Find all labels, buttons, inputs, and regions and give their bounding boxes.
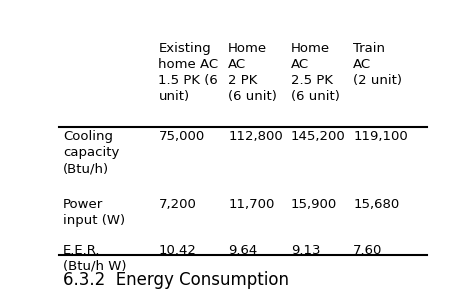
Text: 112,800: 112,800 — [228, 130, 283, 143]
Text: Home
AC
2 PK
(6 unit): Home AC 2 PK (6 unit) — [228, 42, 277, 103]
Text: Train
AC
(2 unit): Train AC (2 unit) — [353, 42, 402, 87]
Text: 15,680: 15,680 — [353, 198, 400, 211]
Text: 75,000: 75,000 — [158, 130, 205, 143]
Text: 10.42: 10.42 — [158, 243, 196, 257]
Text: 9.13: 9.13 — [291, 243, 320, 257]
Text: 9.64: 9.64 — [228, 243, 257, 257]
Text: 145,200: 145,200 — [291, 130, 346, 143]
Text: 119,100: 119,100 — [353, 130, 408, 143]
Text: Existing
home AC
1.5 PK (6
unit): Existing home AC 1.5 PK (6 unit) — [158, 42, 219, 103]
Text: E.E.R.
(Btu/h W): E.E.R. (Btu/h W) — [63, 243, 127, 273]
Text: 7,200: 7,200 — [158, 198, 196, 211]
Text: Power
input (W): Power input (W) — [63, 198, 125, 227]
Text: 15,900: 15,900 — [291, 198, 337, 211]
Text: 6.3.2  Energy Consumption: 6.3.2 Energy Consumption — [63, 271, 289, 289]
Text: Cooling
capacity
(Btu/h): Cooling capacity (Btu/h) — [63, 130, 119, 175]
Text: 7.60: 7.60 — [353, 243, 383, 257]
Text: 11,700: 11,700 — [228, 198, 274, 211]
Text: Home
AC
2.5 PK
(6 unit): Home AC 2.5 PK (6 unit) — [291, 42, 339, 103]
